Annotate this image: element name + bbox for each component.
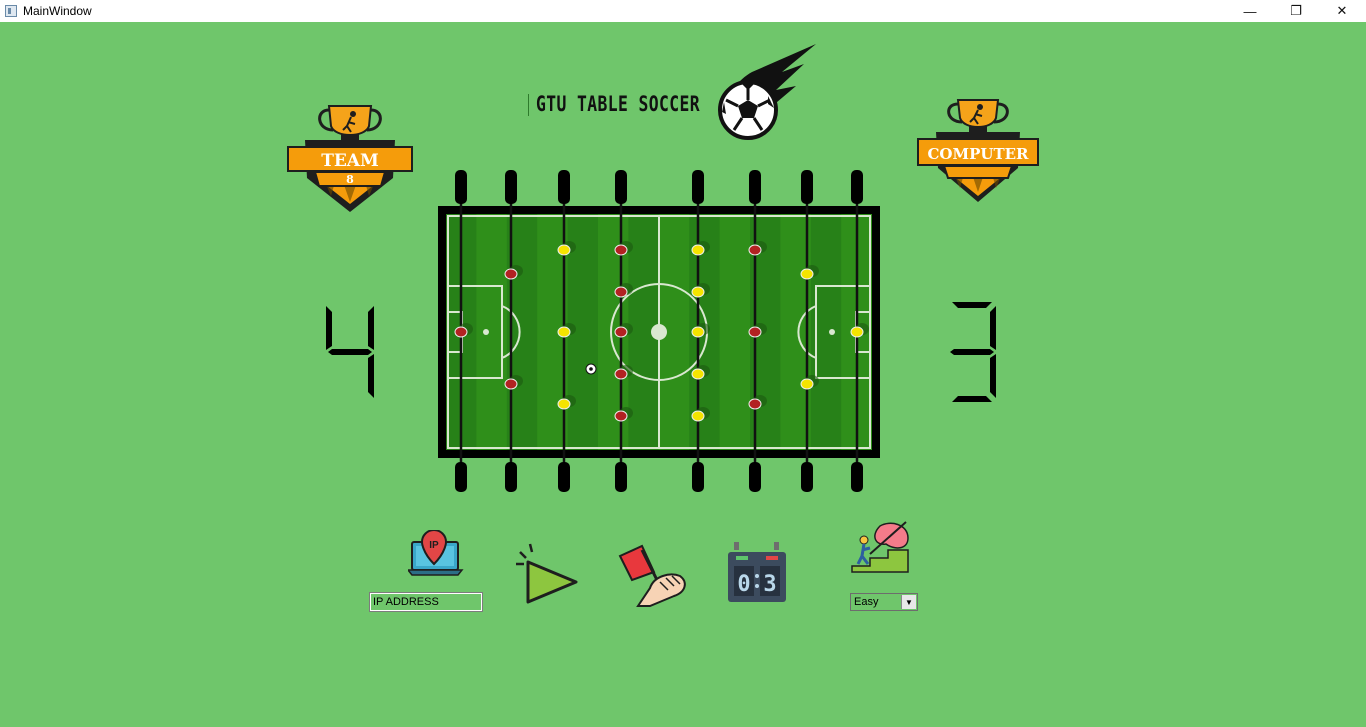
foosball-player <box>504 378 518 390</box>
foosball-player <box>748 326 762 338</box>
computer-badge: COMPUTER <box>917 99 1039 202</box>
foosball-player <box>557 244 571 256</box>
trophy-icon <box>947 99 1009 133</box>
foosball-player <box>557 398 571 410</box>
team-badge-number: 8 <box>346 173 354 186</box>
scoreboard-icon[interactable]: 0 3 <box>724 540 790 604</box>
rod-handle <box>801 462 813 492</box>
rod-handle <box>749 170 761 204</box>
foosball-player <box>691 244 705 256</box>
rod-handle <box>801 170 813 204</box>
soccer-ball-fire-icon <box>718 44 816 140</box>
rod-handle <box>749 462 761 492</box>
rod-handle <box>455 170 467 204</box>
foosball-player <box>691 326 705 338</box>
foosball-player <box>454 326 468 338</box>
foosball-player <box>614 286 628 298</box>
rod-handle <box>505 170 517 204</box>
team-badge-label: TEAM <box>321 151 379 171</box>
scoreboard-left-digit: 0 <box>737 572 750 597</box>
foosball-player <box>800 378 814 390</box>
digit-segment-b <box>990 306 996 350</box>
referee-flag-icon[interactable] <box>614 542 690 610</box>
rod-handle <box>615 170 627 204</box>
ip-location-icon[interactable]: IP <box>408 530 464 576</box>
computer-score-value: 3 <box>942 300 943 301</box>
digit-segment-f <box>326 306 332 350</box>
difficulty-climb-icon[interactable] <box>850 520 914 576</box>
digit-segment-c <box>990 354 996 398</box>
rod-handle <box>455 462 467 492</box>
foosball-player <box>557 326 571 338</box>
team-score-segments <box>326 306 374 398</box>
digit-segment-a <box>952 302 992 308</box>
difficulty-select[interactable]: Easy ▼ <box>850 593 918 611</box>
foosball-player <box>800 268 814 280</box>
foosball-player <box>614 326 628 338</box>
play-icon[interactable] <box>514 540 580 606</box>
minimize-button[interactable]: — <box>1243 3 1257 19</box>
foosball-player <box>691 368 705 380</box>
foosball-player <box>691 410 705 422</box>
rod-handle <box>851 462 863 492</box>
foosball-player <box>614 244 628 256</box>
foosball-player <box>504 268 518 280</box>
foosball-table <box>438 170 880 492</box>
window-title: MainWindow <box>23 4 92 18</box>
team-score-value: 4 <box>320 300 321 301</box>
foosball-player <box>850 326 864 338</box>
digit-segment-b <box>368 306 374 350</box>
rod-handle <box>692 462 704 492</box>
window-titlebar: MainWindow — ❐ ✕ <box>0 0 1366 22</box>
game-title: GTU TABLE SOCCER <box>536 92 701 116</box>
computer-score-segments <box>950 302 996 402</box>
digit-segment-g <box>328 349 372 355</box>
scoreboard-right-digit: 3 <box>763 572 776 597</box>
difficulty-selected-value: Easy <box>854 596 879 608</box>
digit-segment-g <box>950 349 994 355</box>
foosball-player <box>748 244 762 256</box>
chevron-down-icon[interactable]: ▼ <box>901 595 916 609</box>
team-badge: TEAM 8 <box>287 105 413 212</box>
close-button[interactable]: ✕ <box>1336 3 1348 18</box>
foosball-player <box>614 368 628 380</box>
foosball-player <box>748 398 762 410</box>
rod-handle <box>558 462 570 492</box>
foosball-player <box>691 286 705 298</box>
rod-handle <box>615 462 627 492</box>
title-caret <box>528 94 529 116</box>
computer-score-display: 3 <box>942 300 996 402</box>
ip-icon-label: IP <box>429 540 439 551</box>
digit-segment-c <box>368 354 374 398</box>
team-score-display: 4 <box>320 300 374 398</box>
rod-handle <box>558 170 570 204</box>
ball <box>585 363 597 375</box>
ip-address-input[interactable] <box>369 592 483 612</box>
rod-handle <box>851 170 863 204</box>
rod-handle <box>505 462 517 492</box>
computer-badge-label: COMPUTER <box>927 145 1029 163</box>
foosball-player <box>614 410 628 422</box>
digit-segment-d <box>952 396 992 402</box>
trophy-icon <box>318 105 382 142</box>
app-icon <box>5 5 17 17</box>
rod-handle <box>692 170 704 204</box>
maximize-button[interactable]: ❐ <box>1290 3 1302 18</box>
